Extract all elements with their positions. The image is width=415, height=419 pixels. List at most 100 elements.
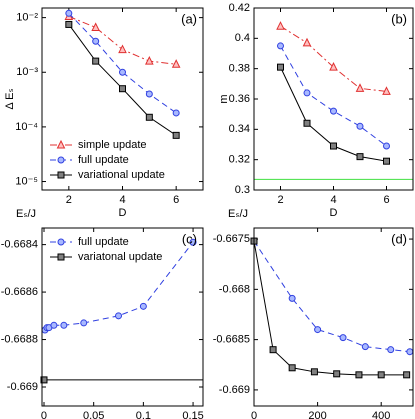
point [339,334,347,342]
series-line [280,25,387,92]
point [65,20,73,28]
x-tick-label: 400 [372,410,390,419]
point [189,238,197,246]
y-tick-label: 0.42 [229,2,250,14]
x-tick-label: 0.15 [182,410,203,419]
point [171,59,181,68]
x-tick-label: 4 [119,194,125,206]
point [288,294,296,302]
axes-frame [41,7,204,191]
legend-label: full update [78,154,129,166]
point [356,122,364,130]
series-line [68,12,177,114]
point [356,153,364,161]
point [50,321,58,329]
y-tick-label: -0.669 [7,381,38,393]
x-axis-label: D [119,207,127,219]
point [303,119,311,127]
point [314,326,322,334]
point [277,42,284,50]
y-tick-label: 0.36 [229,93,250,105]
y-axis-label: Eₛ/J [228,208,248,220]
plot-area [254,228,413,406]
point [172,109,180,117]
axes-frame [253,7,414,191]
y-axis-label: m [218,94,230,103]
panel-label: (b) [391,11,407,26]
point [355,371,363,379]
y-tick-label: -0.6686 [1,286,38,298]
point [118,44,127,54]
point [145,55,154,65]
point [406,348,414,356]
x-tick-label: 0.1 [136,410,151,419]
x-tick-label: 2 [66,194,72,206]
y-tick-label: -0.6675 [213,233,250,245]
y-tick-label: 0.32 [229,154,250,166]
point [60,321,68,329]
legend-label: full update [78,236,129,248]
point [119,85,126,93]
y-tick-label: 10⁻² [16,12,38,24]
point [403,371,411,379]
y-tick-label: 0.4 [235,32,250,44]
y-tick-label: -0.6688 [1,333,38,345]
y-axis-label: Δ Eₛ [4,88,16,109]
series-line [280,45,387,147]
point [269,346,277,354]
point [377,371,385,379]
y-tick-label: 10⁻³ [16,66,38,78]
point [57,171,65,179]
point [57,238,65,246]
point [329,62,338,71]
y-tick-label: 0.38 [229,63,250,75]
point [333,370,341,378]
point [382,86,391,95]
panel-label: (a) [181,11,197,26]
point [119,68,126,76]
x-axis-label: D [330,207,338,219]
point [139,302,147,310]
legend-label: variatonal update [78,251,162,263]
x-tick-label: 200 [308,410,326,419]
x-tick-label: 6 [173,194,179,206]
point [361,343,369,351]
point [91,22,100,31]
x-tick-label: 4 [330,194,336,206]
point [288,364,296,372]
legend-label: simple update [78,139,147,151]
legend-label: variational update [78,169,165,181]
point [277,63,284,71]
point [310,368,318,376]
y-tick-label: 0.3 [235,184,250,196]
panel-label: (d) [391,231,407,246]
point [330,107,337,115]
point [276,21,285,30]
point [57,253,65,261]
panel: 0200400-0.6675-0.668-0.6685-0.669(d)seco… [213,208,414,419]
point [92,37,100,45]
point [40,376,48,384]
x-tick-label: 0.05 [83,410,104,419]
x-tick-label: 0 [41,410,47,419]
y-tick-label: -0.6685 [213,334,250,346]
x-tick-label: 2 [277,194,283,206]
point [355,83,365,92]
point [303,89,311,97]
point [92,57,100,65]
panel: 2 4 6 0.3 0.32 0.34 0.36 0.38 0.4 0.42 (b) Dm [218,2,414,219]
point [145,113,153,121]
x-tick-label: 6 [383,194,389,206]
point [115,312,123,320]
y-tick-label: -0.6684 [1,239,38,251]
y-tick-label: 10⁻⁴ [15,121,38,133]
panel-label: (c) [182,231,197,246]
point [145,90,153,98]
legend-box [46,232,164,268]
point [302,37,312,47]
y-tick-label: 10⁻⁵ [15,175,38,187]
point [65,9,73,17]
panel: 2 4 6 10⁻² 10⁻³ 10⁻⁴ 10⁻⁵ (a) D Δ Eₛ simple update… [4,7,204,219]
point [330,142,337,150]
